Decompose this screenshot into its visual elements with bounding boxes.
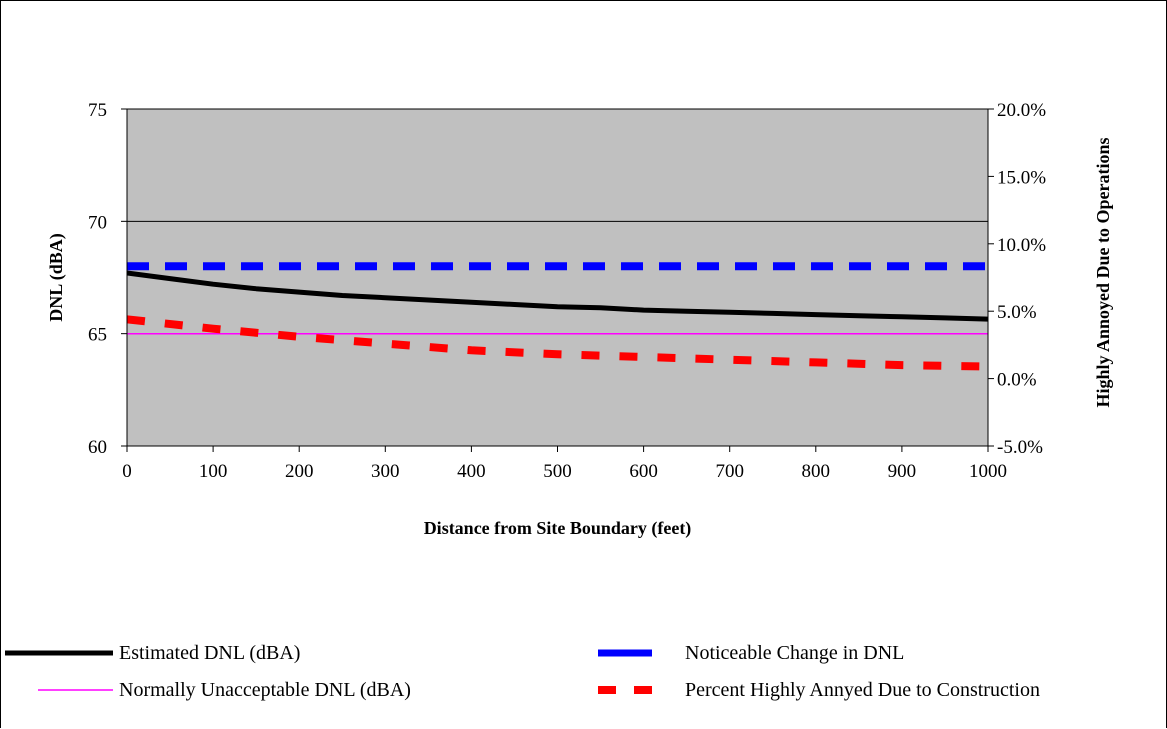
x-tick-label: 500 xyxy=(543,461,572,482)
y2-tick-label: 0.0% xyxy=(997,370,1037,391)
x-tick-label: 400 xyxy=(457,461,486,482)
x-tick-label: 200 xyxy=(285,461,314,482)
y2-tick-label: 5.0% xyxy=(997,302,1037,323)
series-line-3 xyxy=(126,315,989,371)
axes xyxy=(121,108,994,452)
y-tick-label: 70 xyxy=(88,212,107,233)
y2-tick-label: 15.0% xyxy=(997,167,1046,188)
y-tick-label: 60 xyxy=(88,437,107,458)
series-group xyxy=(126,262,989,371)
x-tick-label: 0 xyxy=(122,461,132,482)
x-tick-label: 300 xyxy=(371,461,400,482)
x-axis-title: Distance from Site Boundary (feet) xyxy=(424,518,692,539)
x-tick-label: 800 xyxy=(802,461,831,482)
x-tick-label: 700 xyxy=(715,461,744,482)
y2-tick-label: 10.0% xyxy=(997,235,1046,256)
legend-label-0: Estimated DNL (dBA) xyxy=(119,642,300,664)
legend: Estimated DNL (dBA) Noticeable Change in … xyxy=(5,642,1040,701)
y2-tick-label: 20.0% xyxy=(997,100,1046,121)
y-axis-title: DNL (dBA) xyxy=(46,233,67,322)
plot-area xyxy=(127,109,988,446)
y2-tick-label: -5.0% xyxy=(997,437,1043,458)
series-line-0 xyxy=(126,270,989,322)
y-tick-label: 75 xyxy=(88,100,107,121)
x-tick-label: 1000 xyxy=(969,461,1007,482)
y2-axis-title: Highly Annoyed Due to Operations xyxy=(1093,137,1113,407)
y-tick-label: 65 xyxy=(88,325,107,346)
legend-label-1: Noticeable Change in DNL xyxy=(685,642,904,664)
x-tick-label: 900 xyxy=(888,461,917,482)
tick-labels: 0 100 200 300 400 500 600 700 800 900 1000 60 65 70 75… xyxy=(88,100,1046,482)
x-tick-label: 100 xyxy=(199,461,228,482)
x-tick-label: 600 xyxy=(629,461,658,482)
legend-label-2: Normally Unacceptable DNL (dBA) xyxy=(119,679,411,701)
legend-label-3: Percent Highly Annyed Due to Constructio… xyxy=(685,679,1040,701)
